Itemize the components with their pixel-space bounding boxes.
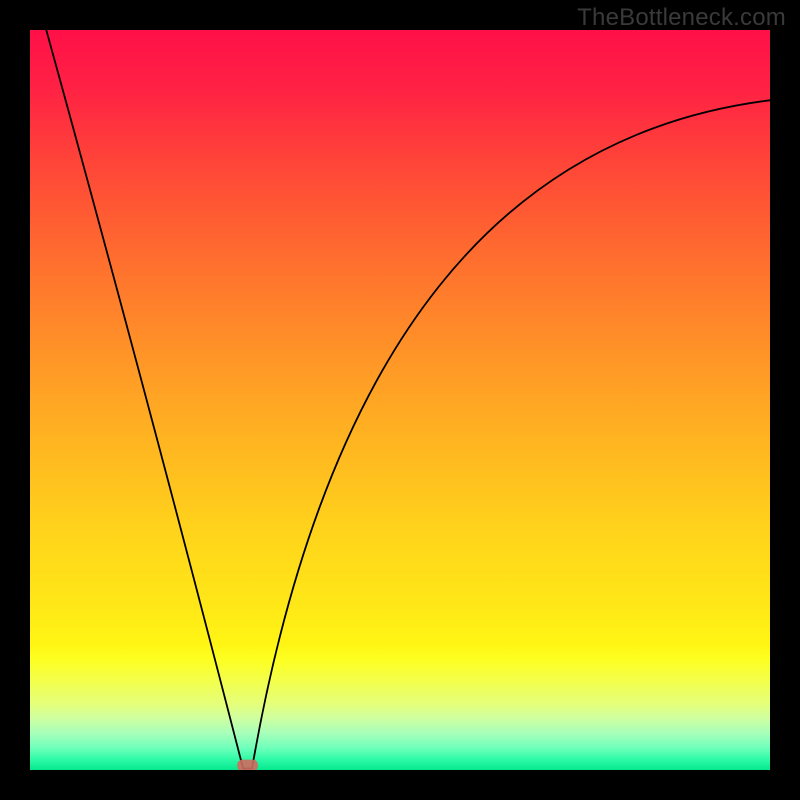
minimum-marker [237,760,258,770]
bottleneck-chart [30,30,770,770]
chart-container: TheBottleneck.com [0,0,800,800]
plot-area [30,30,770,770]
gradient-background [30,30,770,770]
watermark-text: TheBottleneck.com [577,4,786,32]
